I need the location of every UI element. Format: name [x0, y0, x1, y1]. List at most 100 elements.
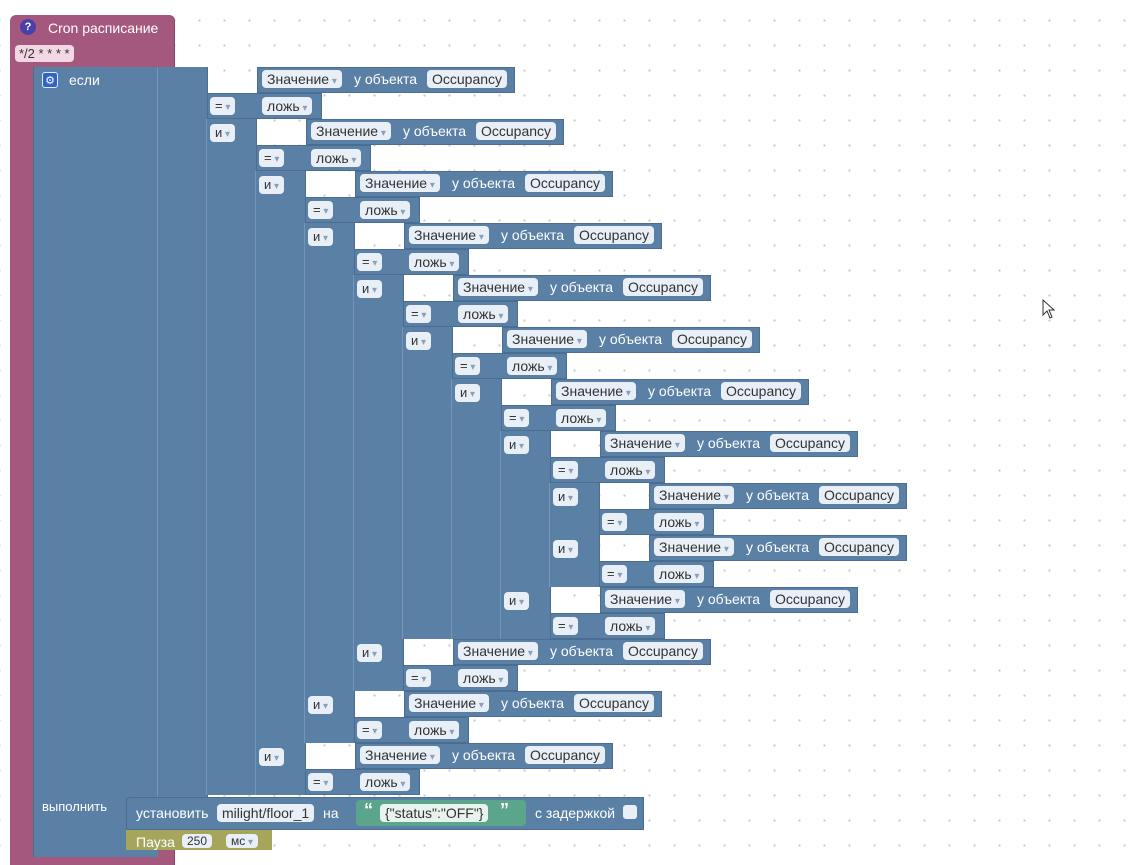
help-icon[interactable]: ? — [20, 19, 36, 35]
operator-dropdown[interactable]: = — [602, 513, 628, 531]
value-type-dropdown[interactable]: Значение — [360, 746, 440, 764]
logic-and-dropdown[interactable]: и — [308, 228, 334, 246]
operator-dropdown[interactable]: = — [553, 617, 579, 635]
cron-expression-field[interactable]: */2 * * * * — [15, 45, 74, 62]
boolean-dropdown[interactable]: ложь — [360, 201, 411, 219]
operator-dropdown[interactable]: = — [357, 253, 383, 271]
nesting-column — [402, 327, 453, 639]
logic-and-dropdown[interactable]: и — [504, 436, 530, 454]
logic-and-dropdown[interactable]: и — [308, 696, 334, 714]
logic-and-dropdown[interactable]: и — [259, 748, 285, 766]
of-object-label: у объекта — [452, 747, 516, 763]
object-id-field[interactable]: Occupancy — [819, 486, 900, 504]
of-object-label: у объекта — [550, 279, 614, 295]
boolean-dropdown[interactable]: ложь — [605, 461, 656, 479]
boolean-dropdown[interactable]: ложь — [458, 305, 509, 323]
of-object-label: у объекта — [697, 591, 761, 607]
gear-icon[interactable]: ⚙ — [42, 72, 58, 88]
object-id-field[interactable]: Occupancy — [721, 382, 802, 400]
of-object-label: у объекта — [648, 383, 712, 399]
object-id-field[interactable]: Occupancy — [574, 226, 655, 244]
target-object-field[interactable]: milight/floor_1 — [217, 804, 315, 822]
of-object-label: у объекта — [697, 435, 761, 451]
object-id-field[interactable]: Occupancy — [672, 330, 753, 348]
logic-and-dropdown[interactable]: и — [553, 540, 579, 558]
value-type-dropdown[interactable]: Значение — [654, 538, 734, 556]
boolean-dropdown[interactable]: ложь — [654, 513, 705, 531]
logic-and-dropdown[interactable]: и — [210, 124, 236, 142]
do-label: выполнить — [42, 799, 107, 814]
object-id-field[interactable]: Occupancy — [427, 70, 508, 88]
object-id-field[interactable]: Occupancy — [819, 538, 900, 556]
logic-and-dropdown[interactable]: и — [357, 644, 383, 662]
operator-dropdown[interactable]: = — [308, 773, 334, 791]
logic-and-dropdown[interactable]: и — [259, 176, 285, 194]
value-type-dropdown[interactable]: Значение — [262, 70, 342, 88]
value-type-dropdown[interactable]: Значение — [458, 278, 538, 296]
operator-dropdown[interactable]: = — [210, 97, 236, 115]
of-object-label: у объекта — [599, 331, 663, 347]
operator-dropdown[interactable]: = — [504, 409, 530, 427]
delay-checkbox[interactable] — [623, 805, 637, 819]
object-id-field[interactable]: Occupancy — [623, 278, 704, 296]
logic-and-dropdown[interactable]: и — [406, 332, 432, 350]
value-type-dropdown[interactable]: Значение — [409, 226, 489, 244]
object-id-field[interactable]: Occupancy — [623, 642, 704, 660]
nesting-column — [255, 171, 306, 795]
object-id-field[interactable]: Occupancy — [770, 434, 851, 452]
to-label: на — [323, 805, 339, 821]
value-type-dropdown[interactable]: Значение — [360, 174, 440, 192]
value-type-dropdown[interactable]: Значение — [458, 642, 538, 660]
boolean-dropdown[interactable]: ложь — [605, 617, 656, 635]
operator-dropdown[interactable]: = — [406, 669, 432, 687]
logic-and-dropdown[interactable]: и — [357, 280, 383, 298]
operator-dropdown[interactable]: = — [455, 357, 481, 375]
quote-open-icon: “ — [364, 800, 373, 820]
of-object-label: у объекта — [452, 175, 516, 191]
payload-text-field[interactable]: {"status":"OFF"} — [380, 804, 489, 822]
nesting-column — [304, 223, 355, 743]
value-type-dropdown[interactable]: Значение — [654, 486, 734, 504]
boolean-dropdown[interactable]: ложь — [409, 253, 460, 271]
boolean-dropdown[interactable]: ложь — [262, 97, 313, 115]
value-type-dropdown[interactable]: Значение — [605, 434, 685, 452]
boolean-dropdown[interactable]: ложь — [409, 721, 460, 739]
value-type-dropdown[interactable]: Значение — [556, 382, 636, 400]
boolean-dropdown[interactable]: ложь — [311, 149, 362, 167]
pause-label: Пауза — [136, 834, 175, 850]
boolean-dropdown[interactable]: ложь — [556, 409, 607, 427]
object-id-field[interactable]: Occupancy — [525, 174, 606, 192]
of-object-label: у объекта — [746, 487, 810, 503]
pause-unit-dropdown[interactable]: мс — [226, 834, 259, 848]
pause-value-field[interactable]: 250 — [182, 834, 213, 848]
object-id-field[interactable]: Occupancy — [525, 746, 606, 764]
nesting-column — [451, 379, 502, 639]
value-type-dropdown[interactable]: Значение — [409, 694, 489, 712]
object-id-field[interactable]: Occupancy — [476, 122, 557, 140]
object-id-field[interactable]: Occupancy — [574, 694, 655, 712]
boolean-dropdown[interactable]: ложь — [507, 357, 558, 375]
boolean-dropdown[interactable]: ложь — [654, 565, 705, 583]
cron-block-title: Cron расписание — [48, 20, 159, 36]
value-type-dropdown[interactable]: Значение — [507, 330, 587, 348]
operator-dropdown[interactable]: = — [602, 565, 628, 583]
logic-and-dropdown[interactable]: и — [553, 488, 579, 506]
if-label: если — [69, 72, 100, 88]
value-type-dropdown[interactable]: Значение — [311, 122, 391, 140]
operator-dropdown[interactable]: = — [357, 721, 383, 739]
set-label: установить — [136, 805, 209, 821]
operator-dropdown[interactable]: = — [259, 149, 285, 167]
of-object-label: у объекта — [354, 71, 418, 87]
boolean-dropdown[interactable]: ложь — [458, 669, 509, 687]
logic-and-dropdown[interactable]: и — [455, 384, 481, 402]
boolean-dropdown[interactable]: ложь — [360, 773, 411, 791]
operator-dropdown[interactable]: = — [553, 461, 579, 479]
if-block[interactable] — [33, 67, 158, 857]
value-type-dropdown[interactable]: Значение — [605, 590, 685, 608]
of-object-label: у объекта — [403, 123, 467, 139]
operator-dropdown[interactable]: = — [308, 201, 334, 219]
object-id-field[interactable]: Occupancy — [770, 590, 851, 608]
operator-dropdown[interactable]: = — [406, 305, 432, 323]
logic-and-dropdown[interactable]: и — [504, 592, 530, 610]
nesting-column — [353, 275, 404, 691]
